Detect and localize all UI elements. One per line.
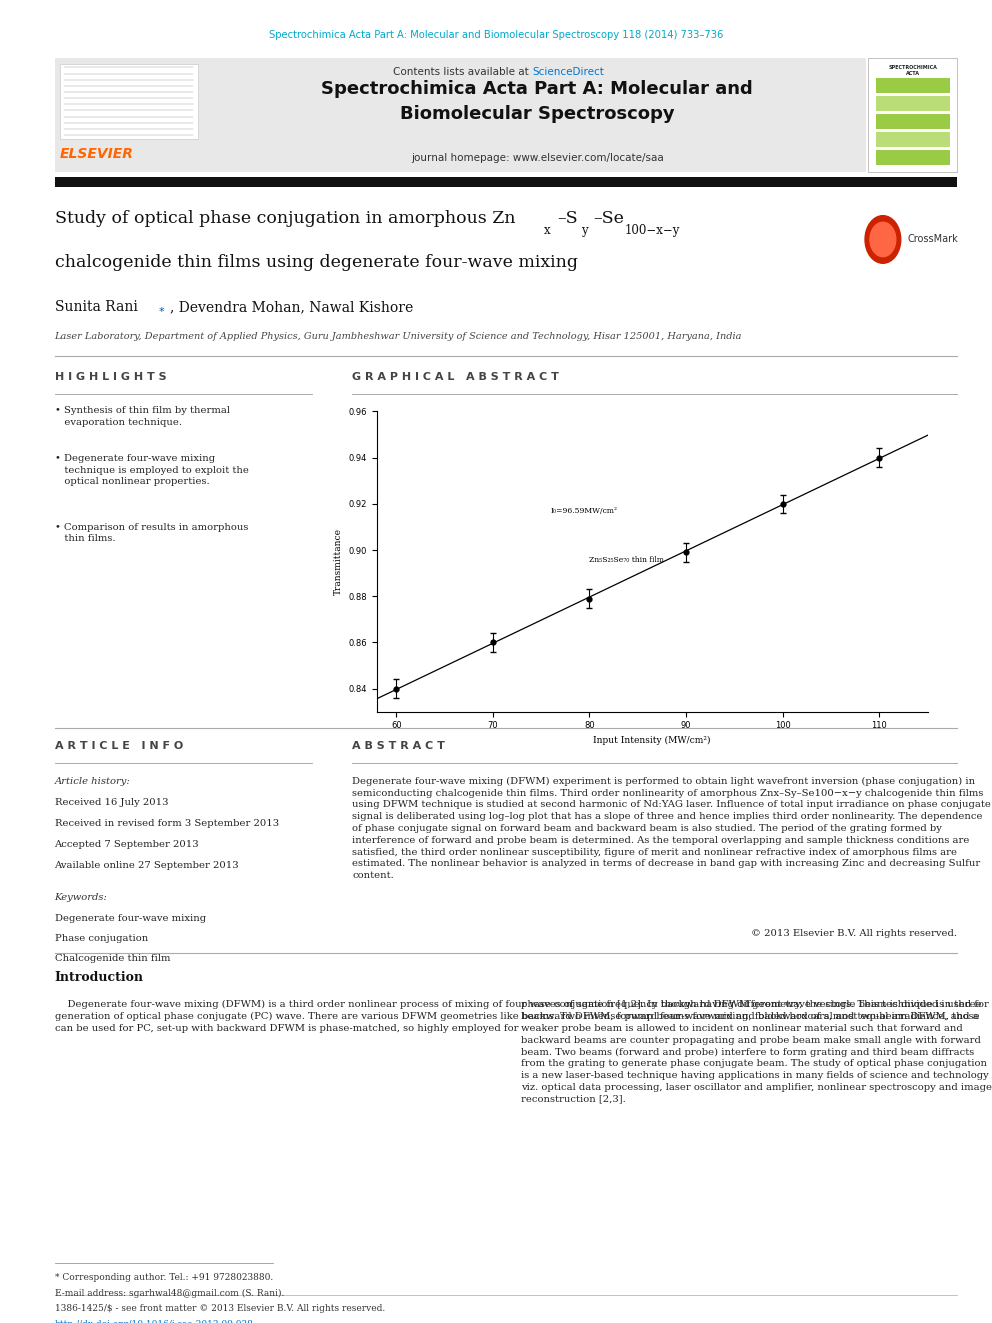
Text: Degenerate four-wave mixing: Degenerate four-wave mixing bbox=[55, 914, 205, 923]
Circle shape bbox=[865, 216, 901, 263]
Text: x: x bbox=[544, 224, 551, 237]
Bar bbox=[55, 177, 957, 187]
Text: SPECTROCHIMICA
ACTA: SPECTROCHIMICA ACTA bbox=[888, 65, 937, 75]
Text: y: y bbox=[581, 224, 588, 237]
Text: –Se: –Se bbox=[593, 210, 624, 228]
Bar bbox=[55, 58, 208, 172]
Bar bbox=[208, 58, 866, 172]
Text: , Devendra Mohan, Nawal Kishore: , Devendra Mohan, Nawal Kishore bbox=[170, 300, 413, 315]
Text: G R A P H I C A L   A B S T R A C T: G R A P H I C A L A B S T R A C T bbox=[352, 372, 559, 382]
Text: Chalcogenide thin film: Chalcogenide thin film bbox=[55, 954, 170, 963]
Bar bbox=[876, 149, 950, 165]
Text: A B S T R A C T: A B S T R A C T bbox=[352, 741, 445, 751]
Bar bbox=[876, 132, 950, 147]
X-axis label: Input Intensity (MW/cm²): Input Intensity (MW/cm²) bbox=[593, 736, 711, 745]
Text: Received in revised form 3 September 2013: Received in revised form 3 September 201… bbox=[55, 819, 279, 828]
Text: • Degenerate four-wave mixing
   technique is employed to exploit the
   optical: • Degenerate four-wave mixing technique … bbox=[55, 454, 248, 487]
Text: 100−x−y: 100−x−y bbox=[625, 224, 681, 237]
Text: http://dx.doi.org/10.1016/j.saa.2013.09.038: http://dx.doi.org/10.1016/j.saa.2013.09.… bbox=[55, 1320, 253, 1323]
Text: Received 16 July 2013: Received 16 July 2013 bbox=[55, 798, 168, 807]
Text: Contents lists available at: Contents lists available at bbox=[393, 67, 532, 78]
Text: journal homepage: www.elsevier.com/locate/saa: journal homepage: www.elsevier.com/locat… bbox=[411, 152, 664, 163]
Text: • Comparison of results in amorphous
   thin films.: • Comparison of results in amorphous thi… bbox=[55, 523, 248, 544]
Text: ⁎: ⁎ bbox=[159, 304, 165, 315]
Text: Degenerate four-wave mixing (DFWM) is a third order nonlinear process of mixing : Degenerate four-wave mixing (DFWM) is a … bbox=[55, 1000, 988, 1033]
Bar bbox=[868, 58, 957, 172]
Bar bbox=[876, 97, 950, 111]
Text: Spectrochimica Acta Part A: Molecular and Biomolecular Spectroscopy 118 (2014) 7: Spectrochimica Acta Part A: Molecular an… bbox=[269, 30, 723, 41]
Text: Degenerate four-wave mixing (DFWM) experiment is performed to obtain light wavef: Degenerate four-wave mixing (DFWM) exper… bbox=[352, 777, 991, 880]
Text: © 2013 Elsevier B.V. All rights reserved.: © 2013 Elsevier B.V. All rights reserved… bbox=[751, 929, 957, 938]
Bar bbox=[876, 114, 950, 130]
Text: Keywords:: Keywords: bbox=[55, 893, 107, 902]
Text: Available online 27 September 2013: Available online 27 September 2013 bbox=[55, 861, 239, 871]
Text: H I G H L I G H T S: H I G H L I G H T S bbox=[55, 372, 167, 382]
Text: Introduction: Introduction bbox=[55, 971, 144, 984]
Bar bbox=[876, 78, 950, 94]
Text: Study of optical phase conjugation in amorphous Zn: Study of optical phase conjugation in am… bbox=[55, 210, 515, 228]
Text: Phase conjugation: Phase conjugation bbox=[55, 934, 148, 943]
Text: Article history:: Article history: bbox=[55, 777, 130, 786]
Circle shape bbox=[870, 222, 896, 257]
Text: • Synthesis of thin film by thermal
   evaporation technique.: • Synthesis of thin film by thermal evap… bbox=[55, 406, 229, 427]
Text: Zn₅S₂₅Se₇₀ thin film: Zn₅S₂₅Se₇₀ thin film bbox=[589, 556, 665, 564]
Text: * Corresponding author. Tel.: +91 9728023880.: * Corresponding author. Tel.: +91 972802… bbox=[55, 1273, 273, 1282]
Text: ELSEVIER: ELSEVIER bbox=[60, 147, 133, 161]
Text: E-mail address: sgarhwal48@gmail.com (S. Rani).: E-mail address: sgarhwal48@gmail.com (S.… bbox=[55, 1289, 284, 1298]
Text: Sunita Rani: Sunita Rani bbox=[55, 300, 138, 315]
Text: CrossMark: CrossMark bbox=[908, 234, 958, 245]
Text: phase conjugation [1,2]. In backward DFWM geometry, the single beam is divided i: phase conjugation [1,2]. In backward DFW… bbox=[521, 1000, 992, 1103]
Text: A R T I C L E   I N F O: A R T I C L E I N F O bbox=[55, 741, 183, 751]
Text: I₀=96.59MW/cm²: I₀=96.59MW/cm² bbox=[551, 507, 618, 515]
Y-axis label: Transmittance: Transmittance bbox=[334, 528, 343, 595]
Text: Laser Laboratory, Department of Applied Physics, Guru Jambheshwar University of : Laser Laboratory, Department of Applied … bbox=[55, 332, 742, 341]
Text: Spectrochimica Acta Part A: Molecular and
Biomolecular Spectroscopy: Spectrochimica Acta Part A: Molecular an… bbox=[321, 81, 753, 123]
Text: chalcogenide thin films using degenerate four-wave mixing: chalcogenide thin films using degenerate… bbox=[55, 254, 577, 271]
Text: Accepted 7 September 2013: Accepted 7 September 2013 bbox=[55, 840, 199, 849]
Text: –S: –S bbox=[558, 210, 578, 228]
Text: ScienceDirect: ScienceDirect bbox=[532, 67, 604, 78]
Bar bbox=[60, 64, 198, 139]
Text: 1386-1425/$ - see front matter © 2013 Elsevier B.V. All rights reserved.: 1386-1425/$ - see front matter © 2013 El… bbox=[55, 1304, 385, 1314]
